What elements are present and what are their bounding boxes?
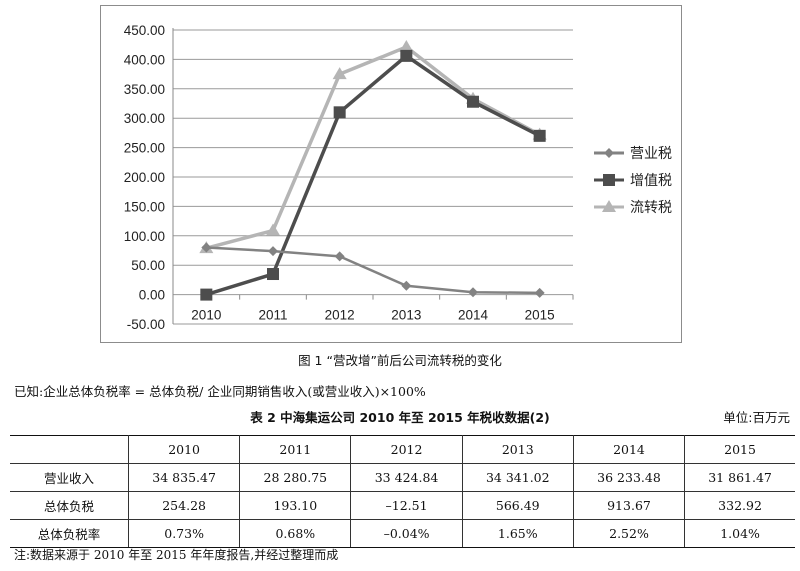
y-tick-label: -50.00 — [127, 317, 165, 332]
y-tick-label: 150.00 — [124, 199, 165, 214]
data-point — [266, 223, 280, 236]
y-tick-label: 200.00 — [124, 170, 165, 185]
x-tick-label: 2012 — [325, 308, 355, 323]
series-line — [205, 45, 541, 250]
data-point — [533, 129, 546, 142]
tax-data-table: 2010 2011 2012 2013 2014 2015 营业收入 34 83… — [10, 435, 795, 548]
table-cell: 566.49 — [461, 491, 574, 520]
y-tick-label: 350.00 — [124, 82, 165, 97]
data-point — [267, 268, 279, 281]
header-cell: 2010 — [127, 435, 241, 464]
data-point — [468, 287, 478, 298]
chart-frame: 450.00 400.00 350.00 300.00 250.00 200.00 150.… — [100, 5, 682, 343]
header-cell: 2015 — [684, 435, 795, 464]
header-cell — [10, 435, 129, 464]
y-tick-label: 50.00 — [131, 258, 165, 273]
legend-label: 增值税 — [630, 173, 672, 189]
table-cell: 2.52% — [572, 519, 686, 548]
table-cell: 1.65% — [461, 519, 574, 548]
table-cell: 36 233.48 — [572, 463, 686, 492]
legend-swatch-marker — [604, 148, 614, 158]
x-tick-label: 2015 — [525, 308, 555, 323]
table-unit: 单位:百万元 — [723, 410, 790, 425]
table-cell: 913.67 — [572, 491, 686, 520]
data-point — [200, 288, 213, 301]
table-cell: 31 861.47 — [684, 463, 795, 492]
data-point — [333, 106, 346, 119]
table-cell: 193.10 — [239, 491, 352, 520]
data-point — [334, 251, 345, 262]
table-cell: 34 341.02 — [461, 463, 574, 492]
row-label: 总体负税率 — [10, 519, 129, 548]
table-cell: –12.51 — [350, 491, 463, 520]
legend-swatch-marker — [602, 200, 616, 212]
data-point — [201, 242, 212, 253]
x-tick-label: 2011 — [258, 308, 287, 323]
data-point — [399, 40, 414, 53]
x-tick-label: 2014 — [458, 308, 489, 323]
table-cell: 332.92 — [684, 491, 795, 520]
data-point — [268, 246, 278, 257]
table-cell: 0.73% — [127, 519, 241, 548]
table-cell: 0.68% — [239, 519, 352, 548]
y-tick-label: 0.00 — [139, 288, 165, 303]
table-cell: –0.04% — [350, 519, 463, 548]
formula-text: 已知:企业总体负税率 = 总体负税/ 企业同期销售收入(或营业收入)×100% — [14, 384, 426, 399]
table-cell: 28 280.75 — [239, 463, 352, 492]
data-point — [400, 49, 413, 62]
legend-label: 流转税 — [630, 200, 672, 216]
x-tick-label: 2013 — [391, 308, 421, 323]
row-label: 营业收入 — [10, 463, 129, 492]
line-chart: 450.00 400.00 350.00 300.00 250.00 200.00 150.… — [124, 23, 672, 332]
y-tick-label: 100.00 — [124, 229, 165, 244]
table-row: 营业收入 34 835.47 28 280.75 33 424.84 34 34… — [10, 463, 795, 492]
header-cell: 2014 — [572, 435, 686, 464]
y-tick-label: 300.00 — [124, 111, 165, 126]
y-tick-label: 450.00 — [124, 23, 165, 38]
series-line — [205, 54, 541, 297]
source-note: 注:数据来源于 2010 年至 2015 年年度报告,并经过整理而成 — [14, 548, 339, 562]
data-point — [534, 287, 545, 298]
table-cell: 33 424.84 — [350, 463, 463, 492]
table-row: 总体负税 254.28 193.10 –12.51 566.49 913.67 … — [10, 491, 795, 520]
table-row: 总体负税率 0.73% 0.68% –0.04% 1.65% 2.52% 1.0… — [10, 519, 795, 548]
row-label: 总体负税 — [10, 491, 129, 520]
legend-swatch-marker — [603, 174, 615, 186]
table-cell: 1.04% — [684, 519, 795, 548]
data-point — [467, 95, 479, 108]
table-cell: 34 835.47 — [127, 463, 241, 492]
table-cell: 254.28 — [127, 491, 241, 520]
y-tick-label: 400.00 — [124, 52, 165, 67]
legend-label: 营业税 — [630, 146, 672, 162]
header-cell: 2011 — [239, 435, 352, 464]
data-point — [332, 67, 347, 80]
header-cell: 2012 — [350, 435, 463, 464]
table-title: 表 2 中海集运公司 2010 年至 2015 年税收数据(2) — [250, 410, 550, 425]
y-tick-label: 250.00 — [124, 141, 165, 156]
data-point — [401, 280, 412, 291]
table-header-row: 2010 2011 2012 2013 2014 2015 — [10, 435, 795, 464]
header-cell: 2013 — [461, 435, 574, 464]
figure-caption: 图 1 “营改增”前后公司流转税的变化 — [298, 353, 502, 368]
x-tick-label: 2010 — [191, 308, 221, 323]
series-line — [206, 246, 540, 295]
